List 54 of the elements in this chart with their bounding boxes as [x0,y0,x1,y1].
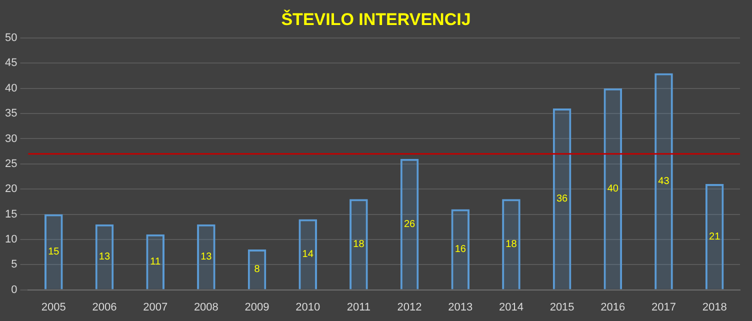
x-tick-label: 2008 [194,301,218,314]
x-tick-label: 2017 [651,301,676,314]
y-tick-label: 30 [4,132,18,145]
data-label: 43 [658,176,670,188]
data-label: 36 [556,194,568,205]
bar [705,184,724,290]
bar [400,158,419,290]
y-tick-label: 25 [4,158,18,170]
bar [248,250,266,290]
x-tick-label: 2013 [448,301,473,314]
data-label: 18 [506,238,518,250]
x-tick-label: 2005 [41,301,66,314]
y-tick-label: 15 [4,208,18,220]
bar [44,214,63,290]
data-label: 11 [150,256,161,268]
y-tick-label: 35 [4,108,18,120]
y-tick-label: 0 [11,284,18,296]
x-tick-label: 2010 [296,301,320,314]
data-label: 8 [254,264,260,276]
x-tick-label: 2016 [600,301,626,314]
data-label: 14 [302,249,314,260]
x-tick-label: 2018 [702,301,727,314]
y-tick-label: 50 [4,32,18,44]
y-tick-label: 45 [4,57,18,70]
x-tick-label: 2012 [397,301,422,314]
x-tick-label: 2006 [92,301,117,314]
bar [604,88,622,290]
bar [146,234,164,290]
x-tick-label: 2015 [550,301,574,314]
bar [451,209,470,290]
chart-title: ŠTEVILO INTERVENCIJ [280,10,472,30]
x-tick-label: 2009 [244,301,270,314]
bar [552,108,572,290]
y-tick-label: 20 [4,183,18,196]
data-label: 13 [98,252,110,263]
bar [298,219,318,290]
y-tick-label: 10 [4,233,18,246]
y-tick-label: 40 [4,82,18,94]
x-tick-label: 2007 [143,301,168,314]
y-tick-label: 5 [11,258,18,271]
data-label: 26 [404,218,416,230]
bar [95,224,114,290]
data-label: 40 [607,184,619,195]
data-label: 18 [353,238,365,250]
bar [350,199,368,290]
data-label: 21 [709,231,721,242]
x-tick-label: 2014 [498,301,524,314]
data-label: 16 [454,244,466,256]
bar [654,73,673,290]
bar [502,199,520,290]
data-label: 13 [200,252,212,263]
x-tick-label: 2011 [346,301,371,314]
bar [197,224,216,290]
data-label: 15 [48,246,60,258]
